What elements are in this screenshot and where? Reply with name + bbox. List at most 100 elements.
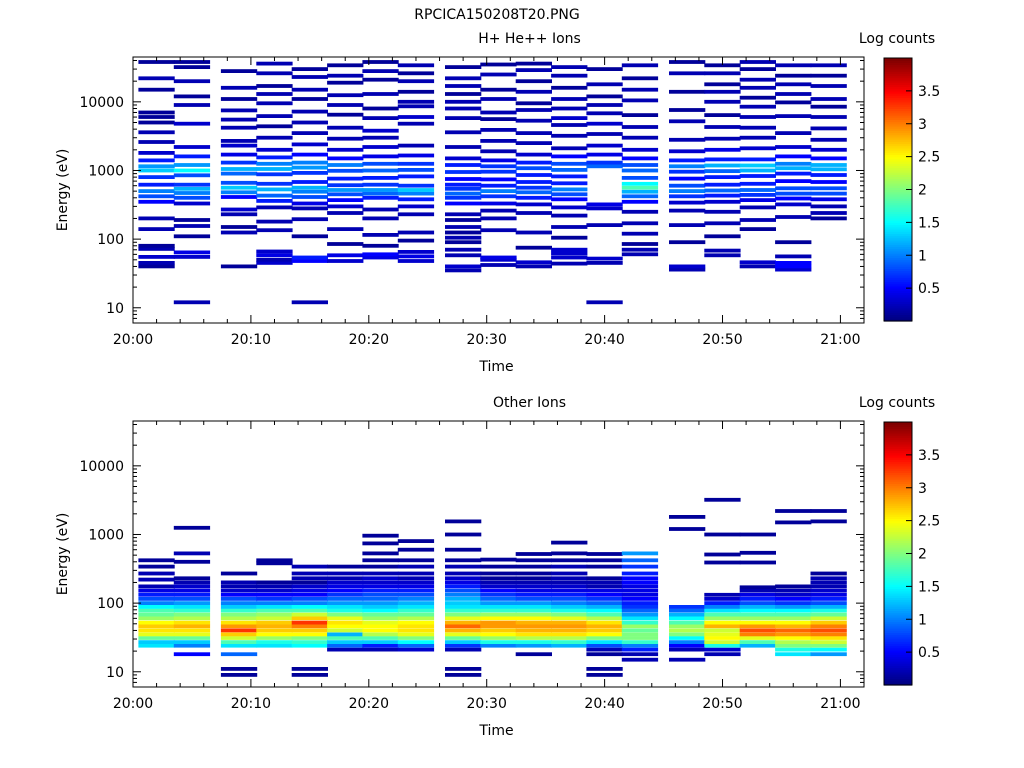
heatmap-cell xyxy=(739,146,776,151)
heatmap-cell xyxy=(551,225,588,229)
heatmap-cell xyxy=(445,580,482,585)
heatmap-cell xyxy=(445,65,482,69)
heatmap-cell xyxy=(256,249,293,254)
heatmap-cell xyxy=(810,84,847,88)
colorbar-strip xyxy=(884,178,912,182)
heatmap-cell xyxy=(362,628,399,633)
heatmap-cell xyxy=(515,141,552,145)
heatmap-cell xyxy=(515,640,552,644)
heatmap-cell xyxy=(704,175,741,179)
heatmap-cell xyxy=(256,193,293,198)
heatmap-cell xyxy=(586,300,623,305)
heatmap-cell xyxy=(397,153,435,158)
colorbar-strip xyxy=(884,266,912,269)
heatmap-cell xyxy=(397,104,435,109)
colorbar-strip xyxy=(884,281,912,285)
heatmap-cell xyxy=(173,525,211,530)
heatmap-cell xyxy=(704,234,741,239)
colorbar-strip xyxy=(884,143,912,147)
colorbar-strip xyxy=(884,487,912,491)
heatmap-cell xyxy=(291,67,328,71)
colorbar-strip xyxy=(884,119,912,123)
heatmap-cell xyxy=(739,612,776,617)
heatmap-cell xyxy=(362,601,399,605)
heatmap-cell xyxy=(362,168,399,173)
heatmap-cell xyxy=(586,558,623,563)
colorbar-strip xyxy=(884,261,912,265)
heatmap-cell xyxy=(327,628,364,633)
heatmap-cell xyxy=(362,92,399,96)
heatmap-cell xyxy=(220,584,258,589)
heatmap-cell xyxy=(551,636,588,640)
colorbar-strip xyxy=(884,314,912,318)
heatmap-cell xyxy=(515,79,552,84)
heatmap-cell xyxy=(775,186,812,191)
x-tick-label: 20:40 xyxy=(584,332,624,348)
heatmap-cell xyxy=(291,616,328,621)
heatmap-cell xyxy=(220,612,258,617)
y-tick-label: 10000 xyxy=(79,459,124,475)
colorbar-strip xyxy=(884,500,912,504)
heatmap-cell xyxy=(327,564,364,569)
heatmap-cell xyxy=(327,80,364,85)
heatmap-cell xyxy=(586,616,623,621)
heatmap-cell xyxy=(739,264,776,269)
heatmap-cell xyxy=(220,190,258,195)
heatmap-cell xyxy=(397,612,435,617)
heatmap-cell xyxy=(445,576,482,581)
heatmap-cell xyxy=(586,206,623,211)
heatmap-cell xyxy=(397,571,435,576)
heatmap-cell xyxy=(362,605,399,609)
heatmap-cell xyxy=(256,597,293,601)
heatmap-cell xyxy=(669,628,706,633)
heatmap-cell xyxy=(220,643,258,648)
colorbar-strip xyxy=(884,114,912,118)
heatmap-cell xyxy=(138,588,175,593)
colorbar-strip xyxy=(884,674,912,677)
heatmap-cell xyxy=(362,640,399,644)
heatmap-cell xyxy=(621,176,659,180)
heatmap-cell xyxy=(173,234,211,239)
heatmap-cell xyxy=(220,117,258,122)
heatmap-cell xyxy=(669,264,706,269)
heatmap-cell xyxy=(775,267,812,272)
heatmap-cell xyxy=(669,643,706,648)
colorbar-strip xyxy=(884,150,912,153)
colorbar-strip xyxy=(884,257,912,261)
heatmap-cell xyxy=(704,612,741,617)
colorbar-strip xyxy=(884,647,912,651)
colorbar-strip xyxy=(884,132,912,136)
heatmap-cell xyxy=(480,601,517,605)
heatmap-cell xyxy=(291,195,328,199)
heatmap-cell xyxy=(810,588,847,593)
heatmap-cell xyxy=(739,624,776,629)
colorbar-strip xyxy=(884,494,912,498)
heatmap-cell xyxy=(515,61,552,66)
heatmap-cell xyxy=(621,588,659,593)
heatmap-cell xyxy=(480,189,517,193)
heatmap-cell xyxy=(173,218,211,222)
heatmap-cell xyxy=(327,227,364,231)
colorbar-strip xyxy=(884,97,912,101)
heatmap-cell xyxy=(621,601,659,605)
heatmap-cell xyxy=(327,112,364,117)
heatmap-cell xyxy=(810,173,847,177)
heatmap-cell xyxy=(775,179,812,183)
colorbar-strip xyxy=(884,110,912,114)
colorbar-strip xyxy=(884,130,912,134)
heatmap-cell xyxy=(739,85,776,90)
colorbar-strip xyxy=(884,485,912,489)
heatmap-cell xyxy=(669,624,706,629)
heatmap-cell xyxy=(445,632,482,637)
heatmap-cell xyxy=(739,157,776,162)
heatmap-cell xyxy=(810,197,847,202)
heatmap-cell xyxy=(704,157,741,162)
colorbar-strip xyxy=(884,180,912,184)
heatmap-cell xyxy=(362,533,399,538)
heatmap-cell xyxy=(291,628,328,633)
colorbar-strip xyxy=(884,161,912,164)
heatmap-cell xyxy=(256,257,293,262)
heatmap-cell xyxy=(480,128,517,132)
heatmap-cell xyxy=(220,167,258,171)
colorbar-strip xyxy=(884,566,912,570)
